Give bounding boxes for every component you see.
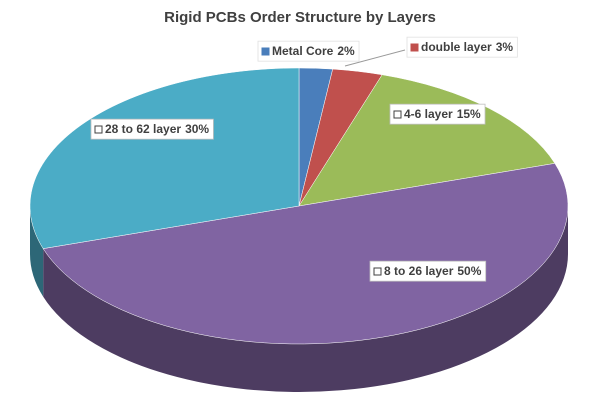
label-box (369, 260, 487, 282)
value-label: 15% (457, 107, 481, 121)
category-label: 8 to 26 layer (384, 264, 454, 278)
slice-side (43, 206, 569, 392)
slice (29, 67, 300, 249)
slice-side (30, 206, 44, 297)
label-marker (261, 47, 270, 56)
data-label: double layer 3% (421, 40, 513, 54)
label-marker (410, 43, 419, 52)
value-label: 50% (457, 264, 481, 278)
label-marker (393, 110, 402, 119)
data-label: Metal Core 2% (272, 44, 355, 58)
slice (298, 74, 556, 207)
value-label: 3% (496, 40, 514, 54)
data-label: 28 to 62 layer 30% (105, 122, 209, 136)
category-label: 4-6 layer (404, 107, 453, 121)
label-box (90, 118, 214, 140)
category-label: Metal Core (272, 44, 334, 58)
data-label: 4-6 layer 15% (404, 107, 481, 121)
category-label: 28 to 62 layer (105, 122, 181, 136)
label-box (406, 36, 518, 58)
slice (42, 163, 569, 345)
label-marker (94, 125, 103, 134)
data-label: 8 to 26 layer 50% (384, 264, 482, 278)
value-label: 2% (337, 44, 355, 58)
chart-title: Rigid PCBs Order Structure by Layers (164, 9, 436, 26)
label-marker (373, 267, 382, 276)
category-label: double layer (421, 40, 492, 54)
label-box (389, 103, 486, 125)
label-box (257, 40, 360, 62)
value-label: 30% (185, 122, 209, 136)
leader-line (344, 49, 406, 67)
